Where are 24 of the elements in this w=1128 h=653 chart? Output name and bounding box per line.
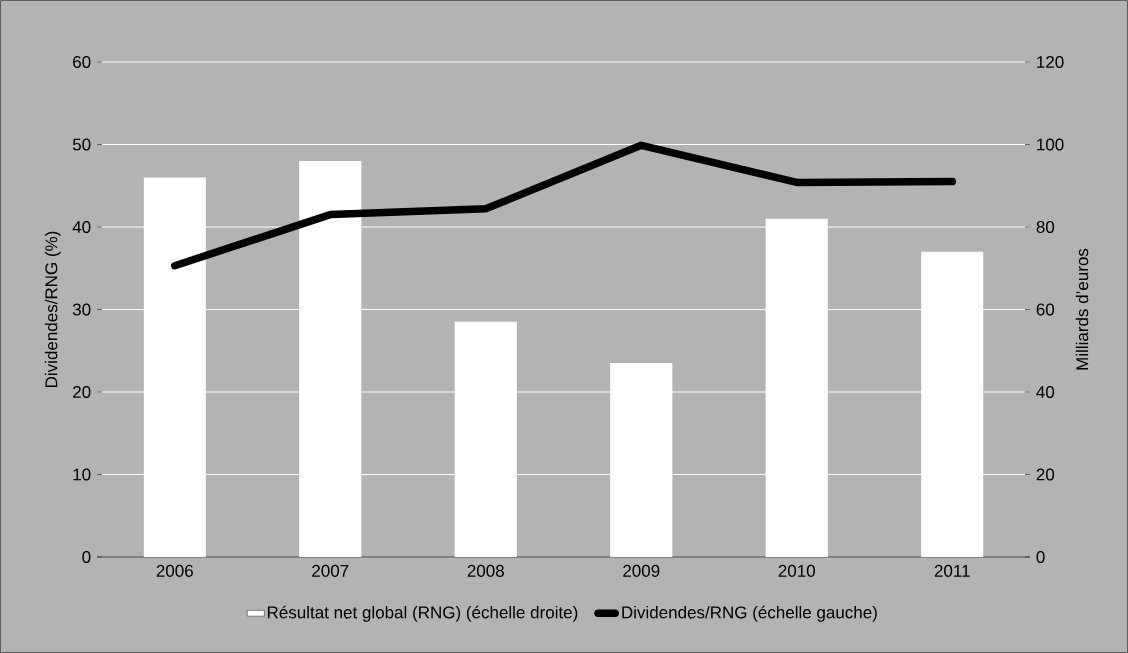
x-tick-label: 2009 — [623, 564, 660, 577]
y-tick-label: 30 — [72, 303, 91, 316]
y2-tick-label: 100 — [1037, 138, 1064, 151]
x-tick-label: 2008 — [467, 564, 504, 577]
y2-tick-label: 80 — [1036, 220, 1055, 234]
y2-tick-label: 120 — [1037, 55, 1064, 69]
y-tick-label: 0 — [82, 550, 91, 564]
y2-tick-label: 0 — [1036, 550, 1045, 564]
x-tick-label: 2010 — [778, 564, 815, 577]
y-tick-label: 50 — [72, 138, 91, 151]
y2-tick-label: 40 — [1036, 385, 1055, 399]
y-tick-label: 10 — [73, 468, 91, 481]
y2-axis-title: Milliards d’euros — [1075, 248, 1089, 370]
legend-label: Résultat net global (RNG) (échelle droite) — [267, 605, 578, 622]
y2-tick-label: 60 — [1036, 303, 1055, 316]
y-tick-label: 40 — [72, 220, 91, 234]
y-tick-label: 20 — [73, 385, 91, 399]
legend-label: Dividendes/RNG (échelle gauche) — [622, 605, 877, 622]
x-tick-label: 2006 — [156, 564, 193, 577]
y2-tick-label: 20 — [1036, 468, 1055, 481]
y-tick-label: 60 — [73, 55, 91, 69]
x-tick-label: 2011 — [934, 564, 970, 577]
y-axis-title: Dividendes/RNG (%) — [44, 231, 61, 387]
x-tick-label: 2007 — [312, 564, 349, 577]
